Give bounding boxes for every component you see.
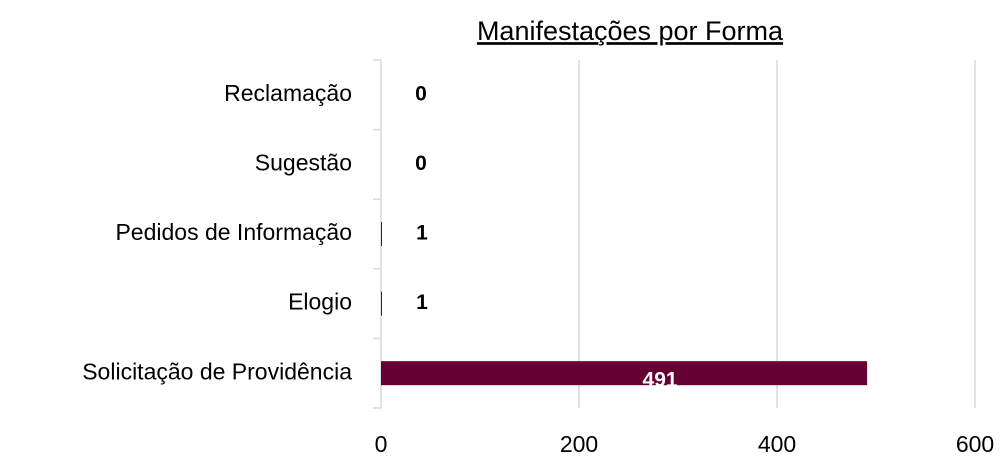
chart-title: Manifestações por Forma [477, 16, 784, 46]
x-tick-label: 200 [560, 431, 598, 457]
data-label: 0 [415, 152, 427, 175]
x-tick-label: 400 [758, 431, 796, 457]
y-tick-label: Solicitação de Providência [82, 358, 352, 384]
y-tick-label: Pedidos de Informação [115, 219, 352, 245]
data-label: 1 [416, 291, 428, 314]
x-tick-label: 600 [956, 431, 994, 457]
y-tick-label: Elogio [288, 289, 352, 315]
x-tick-label: 0 [375, 431, 388, 457]
data-label: 0 [415, 82, 427, 105]
y-tick-label: Sugestão [255, 149, 352, 175]
bar [381, 291, 382, 316]
y-tick-label: Reclamação [224, 80, 352, 106]
bar [381, 361, 868, 386]
bar [381, 222, 382, 246]
data-label: 1 [416, 222, 428, 245]
data-label: 491 [643, 369, 678, 392]
